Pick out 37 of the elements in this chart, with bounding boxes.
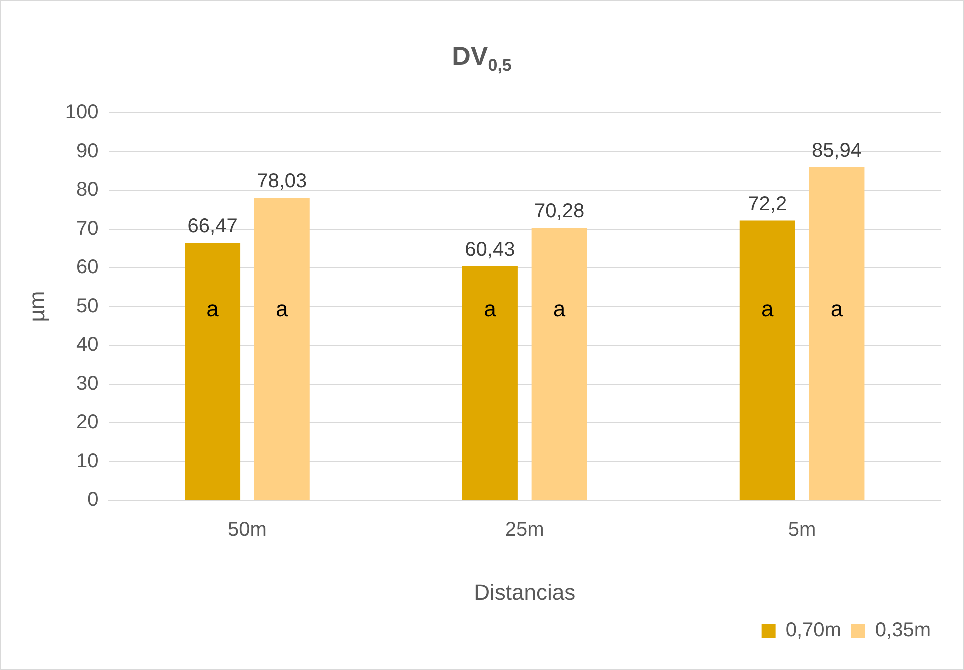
y-tick-label: 10	[76, 450, 99, 472]
y-tick-label: 50	[76, 295, 99, 318]
y-tick-label: 40	[76, 334, 99, 356]
x-axis-title: Distancias	[474, 580, 576, 605]
legend-label: 0,35m	[875, 620, 932, 642]
annotation: a	[830, 296, 844, 322]
data-label: 78,03	[257, 170, 308, 193]
bar	[740, 220, 796, 500]
annotation: a	[484, 296, 498, 322]
data-label: 72,2	[748, 193, 788, 216]
legend-label: 0,70m	[786, 620, 842, 642]
annotation: a	[553, 296, 566, 322]
data-label: 60,43	[465, 238, 516, 261]
y-tick-label: 100	[65, 102, 99, 124]
y-tick-label: 30	[76, 372, 99, 395]
bar	[185, 242, 241, 500]
x-tick-label: 50m	[228, 519, 267, 542]
annotation: a	[761, 296, 774, 322]
y-tick-label: 80	[76, 179, 99, 202]
y-tick-label: 90	[76, 140, 99, 162]
x-tick-label: 25m	[505, 519, 544, 542]
chart-title: DV$_{0,5}$	[451, 41, 513, 76]
bar	[809, 167, 865, 500]
x-tick-label: 5m	[788, 519, 816, 542]
y-axis-title: µm	[24, 291, 50, 322]
bar	[462, 266, 518, 500]
annotation: a	[206, 296, 220, 322]
data-label: 66,47	[188, 215, 238, 238]
y-tick-label: 70	[76, 218, 99, 240]
y-tick-label: 0	[88, 489, 99, 512]
bar	[254, 198, 310, 500]
y-tick-label: 60	[76, 256, 99, 279]
annotation: a	[276, 296, 290, 322]
data-label: 85,94	[812, 140, 862, 162]
y-tick-label: 20	[76, 412, 99, 434]
data-label: 70,28	[534, 200, 585, 223]
bar	[532, 228, 588, 500]
